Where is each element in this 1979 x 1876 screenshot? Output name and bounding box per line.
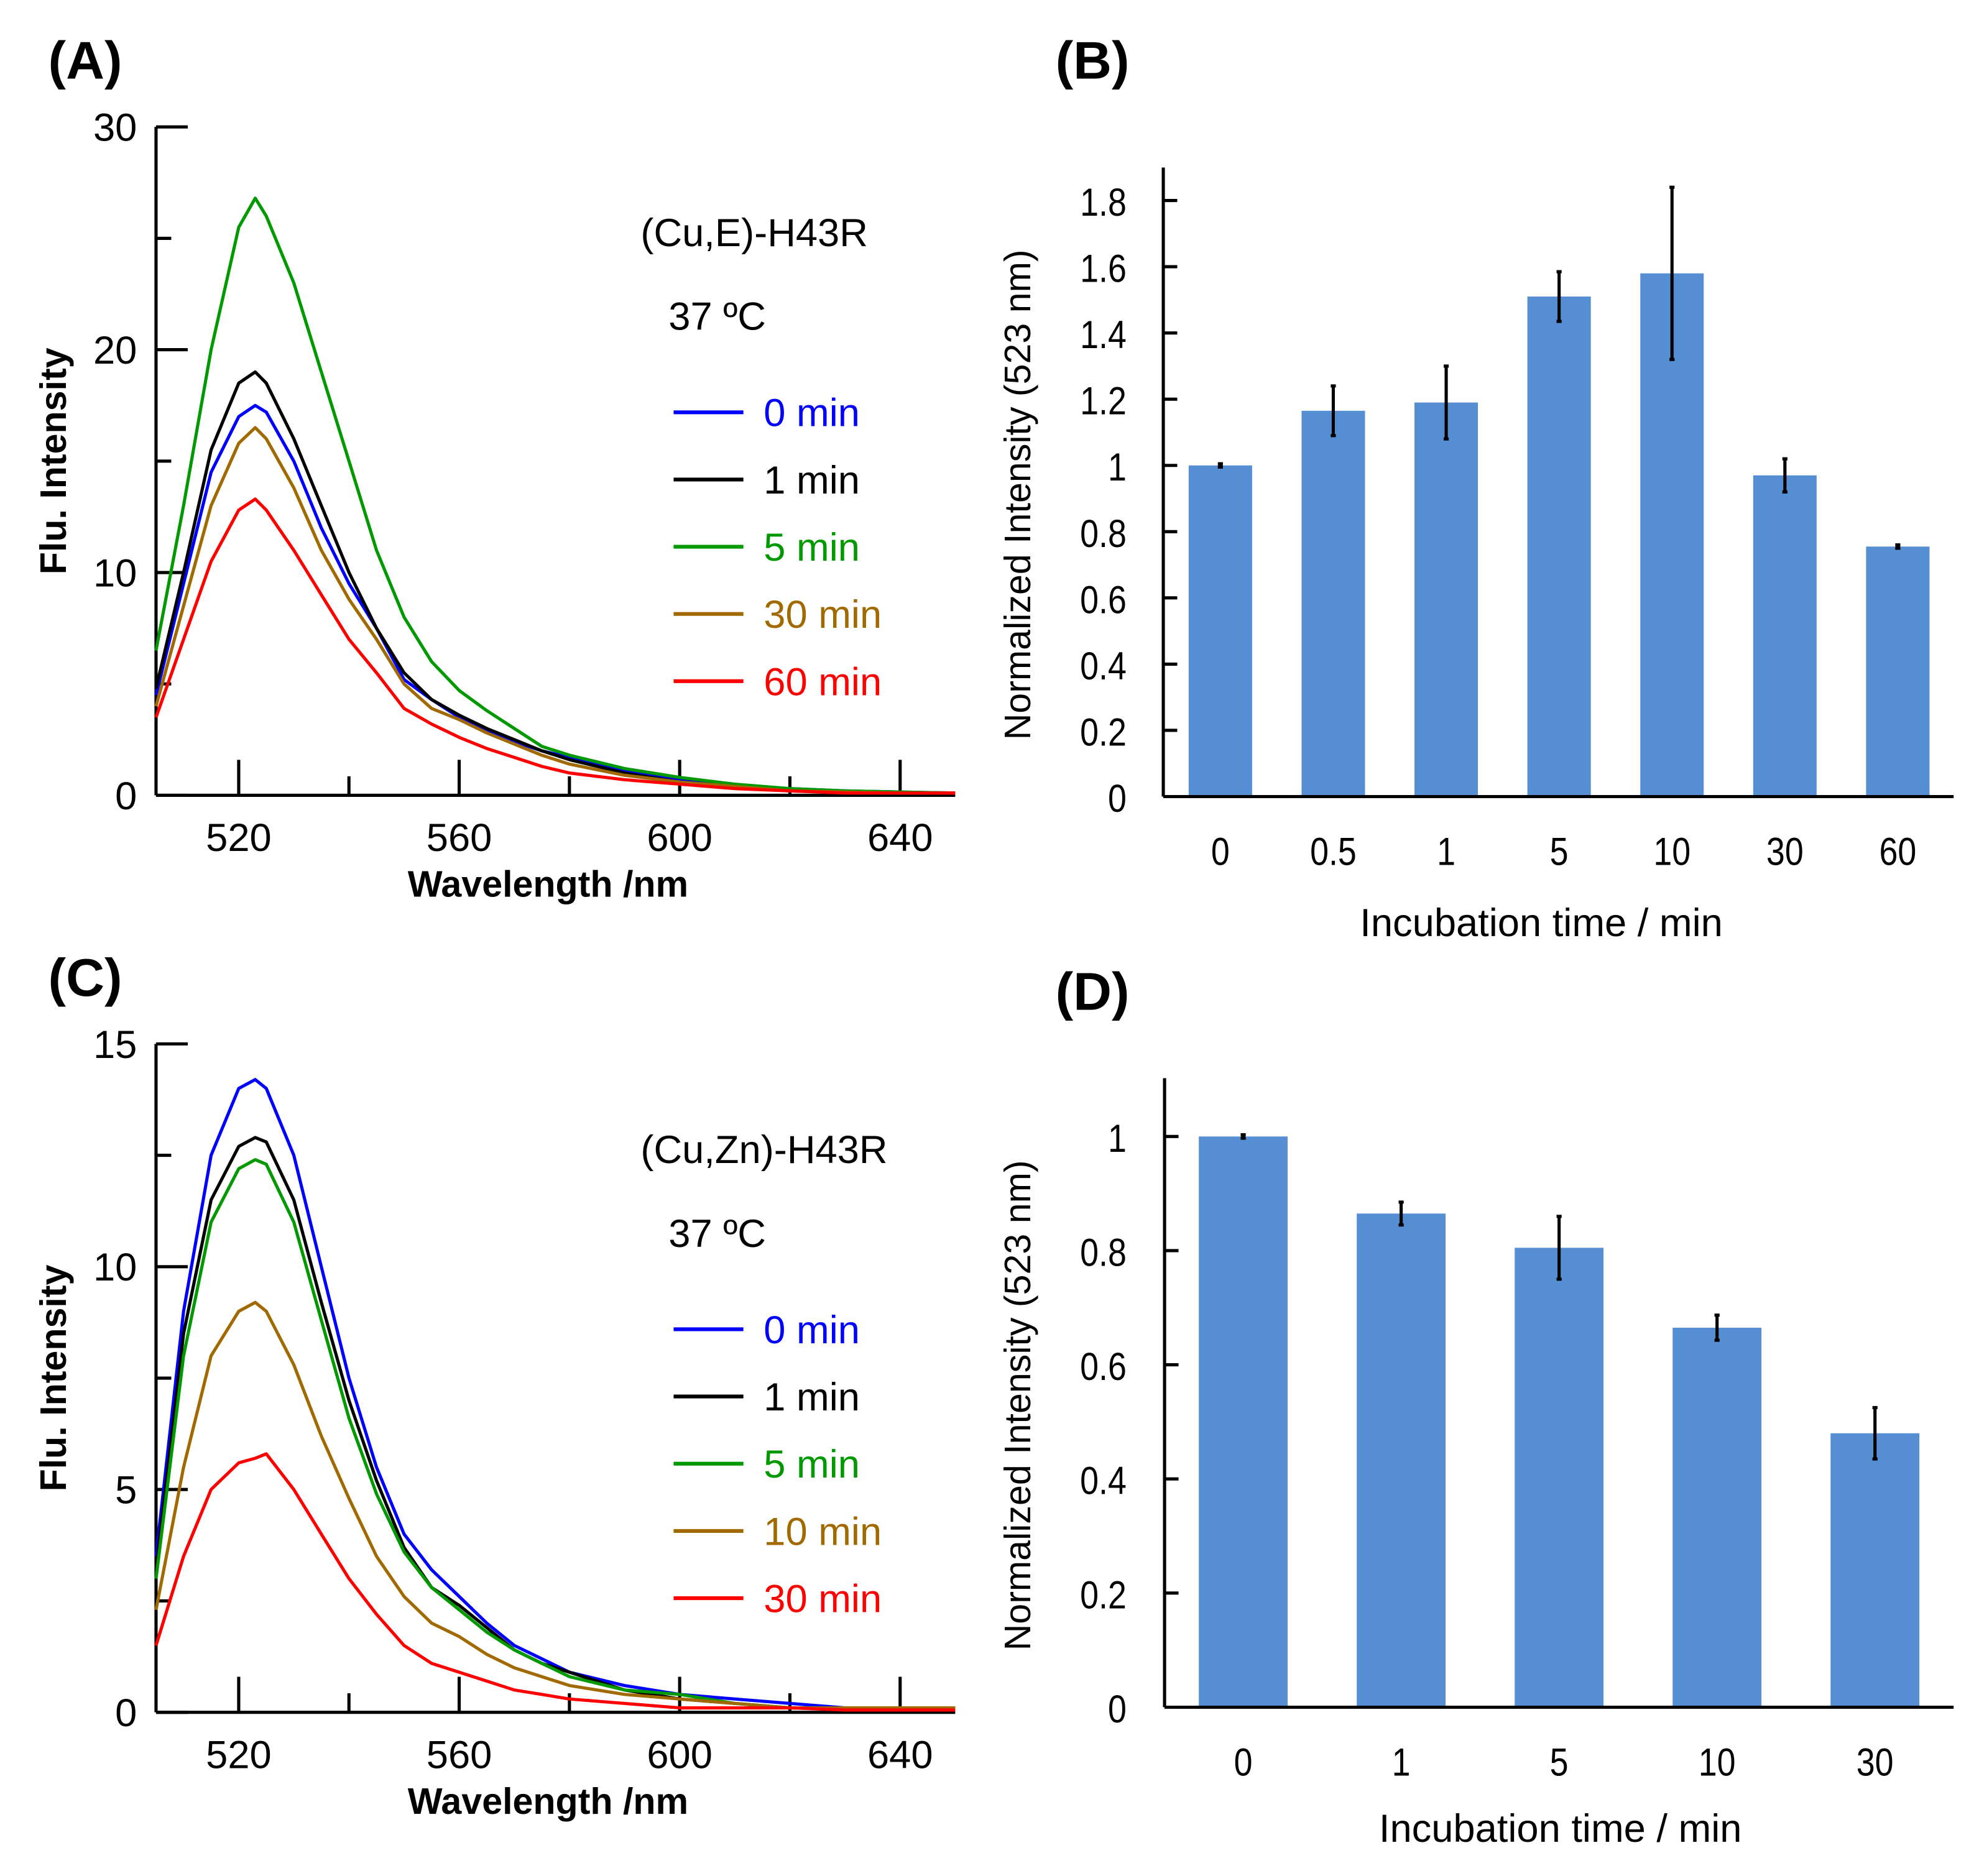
y-tick-label: 0 bbox=[115, 1691, 137, 1735]
legend-label: 5 min bbox=[763, 1443, 860, 1486]
y-tick-label: 1.6 bbox=[1080, 247, 1127, 291]
y-tick-label: 0.2 bbox=[1080, 1573, 1127, 1617]
series-line bbox=[154, 370, 956, 795]
legend-label: 30 min bbox=[763, 593, 882, 637]
x-tick-label: 600 bbox=[647, 816, 713, 860]
panel-label: (D) bbox=[1056, 962, 1130, 1021]
bar bbox=[1357, 1213, 1446, 1708]
series-line bbox=[154, 1078, 956, 1710]
y-tick-label: 1 bbox=[1108, 446, 1127, 489]
panel-c: (C) 0 5 10 15 520 560 600 640 Wavelength /nm Flu. … bbox=[32, 948, 956, 1822]
x-tick-label: 5 bbox=[1550, 830, 1569, 874]
bar bbox=[1199, 1136, 1288, 1708]
y-tick-label: 1.8 bbox=[1080, 181, 1127, 224]
temperature-annotation: 37 ºC bbox=[668, 295, 766, 339]
x-tick-label: 560 bbox=[427, 816, 492, 860]
x-axis-title: Incubation time / min bbox=[1360, 901, 1723, 945]
x-tick-label: 60 bbox=[1880, 830, 1917, 874]
y-tick-label: 0 bbox=[1108, 777, 1127, 821]
legend-label: 0 min bbox=[763, 392, 860, 435]
y-tick-label: 30 bbox=[93, 106, 137, 150]
x-tick-label: 30 bbox=[1857, 1741, 1894, 1785]
y-axis-title: Normalized Intensity (523 nm) bbox=[997, 249, 1038, 740]
temperature-annotation: 37 ºC bbox=[668, 1212, 766, 1256]
y-axis-title: Flu. Intensity bbox=[32, 347, 74, 574]
x-tick-label: 0 bbox=[1234, 1741, 1253, 1785]
series-line bbox=[154, 196, 956, 795]
x-tick-label: 10 bbox=[1699, 1741, 1736, 1785]
bar bbox=[1830, 1433, 1920, 1708]
bar bbox=[1301, 410, 1365, 797]
x-tick-label: 520 bbox=[206, 816, 272, 860]
y-tick-label: 0.4 bbox=[1080, 1460, 1127, 1503]
y-tick-label: 0.6 bbox=[1080, 578, 1127, 622]
series-line bbox=[154, 1452, 956, 1712]
x-tick-label: 5 bbox=[1550, 1741, 1569, 1785]
x-tick-label: 560 bbox=[427, 1733, 492, 1777]
panel-b: (B) 0 0.5 1 5 10 30 60 0 0.2 0.4 0.6 0.8 1 1.2 1.4 1.6 1.… bbox=[997, 31, 1954, 945]
x-tick-label: 0 bbox=[1211, 830, 1230, 874]
legend-label: 60 min bbox=[763, 660, 882, 704]
y-tick-label: 5 bbox=[115, 1469, 137, 1512]
y-axis-title: Flu. Intensity bbox=[32, 1265, 74, 1492]
panel-label: (B) bbox=[1056, 31, 1130, 91]
y-axis-title: Normalized Intensity (523 nm) bbox=[997, 1160, 1038, 1650]
x-tick-label: 10 bbox=[1653, 830, 1691, 874]
y-tick-label: 0 bbox=[115, 775, 137, 818]
bar bbox=[1753, 475, 1817, 797]
x-tick-label: 0.5 bbox=[1310, 830, 1357, 874]
x-axis-title: Wavelength /nm bbox=[408, 1780, 688, 1822]
panel-label: (A) bbox=[48, 31, 122, 91]
x-axis-title: Wavelength /nm bbox=[408, 863, 688, 905]
y-tick-label: 10 bbox=[93, 1246, 137, 1289]
bar bbox=[1414, 402, 1478, 797]
x-tick-label: 640 bbox=[867, 816, 933, 860]
y-tick-label: 0.4 bbox=[1080, 645, 1127, 688]
series-line bbox=[154, 1136, 956, 1710]
x-tick-label: 1 bbox=[1392, 1741, 1411, 1785]
x-tick-label: 30 bbox=[1766, 830, 1804, 874]
panel-a: (A) 0 10 20 30 520 560 600 640 Wavelength /nm Flu.… bbox=[32, 31, 956, 905]
y-tick-label: 1.2 bbox=[1080, 380, 1127, 423]
series-line bbox=[154, 1300, 956, 1710]
series-line bbox=[154, 426, 956, 795]
bar bbox=[1866, 546, 1930, 797]
legend-label: 10 min bbox=[763, 1510, 882, 1553]
panel-d: (D) 0 1 5 10 30 0 0.2 0.4 0.6 0.8 1 Incubation time … bbox=[997, 962, 1954, 1851]
bar bbox=[1527, 297, 1591, 797]
legend-label: 1 min bbox=[763, 459, 860, 502]
legend-label: 0 min bbox=[763, 1308, 860, 1352]
y-tick-label: 0.6 bbox=[1080, 1345, 1127, 1389]
y-tick-label: 0.8 bbox=[1080, 1231, 1127, 1274]
x-tick-label: 520 bbox=[206, 1733, 272, 1777]
legend-label: 1 min bbox=[763, 1376, 860, 1419]
series-line bbox=[154, 1158, 956, 1710]
y-tick-label: 20 bbox=[93, 329, 137, 372]
y-tick-label: 0.8 bbox=[1080, 512, 1127, 556]
bar bbox=[1672, 1327, 1762, 1708]
x-tick-label: 600 bbox=[647, 1733, 713, 1777]
x-tick-label: 640 bbox=[867, 1733, 933, 1777]
sample-annotation: (Cu,Zn)-H43R bbox=[640, 1128, 887, 1172]
x-tick-label: 1 bbox=[1437, 830, 1455, 874]
y-tick-label: 0.2 bbox=[1080, 710, 1127, 754]
y-tick-label: 1.4 bbox=[1080, 313, 1127, 357]
y-tick-label: 10 bbox=[93, 551, 137, 595]
legend-label: 5 min bbox=[763, 526, 860, 569]
panel-label: (C) bbox=[48, 948, 122, 1008]
bar bbox=[1188, 465, 1252, 797]
sample-annotation: (Cu,E)-H43R bbox=[640, 211, 868, 255]
y-tick-label: 0 bbox=[1108, 1688, 1127, 1731]
y-tick-label: 1 bbox=[1108, 1117, 1127, 1161]
bar bbox=[1515, 1248, 1604, 1708]
x-axis-title: Incubation time / min bbox=[1379, 1807, 1742, 1851]
series-line bbox=[154, 497, 956, 795]
y-tick-label: 15 bbox=[93, 1023, 137, 1067]
legend-label: 30 min bbox=[763, 1577, 882, 1621]
